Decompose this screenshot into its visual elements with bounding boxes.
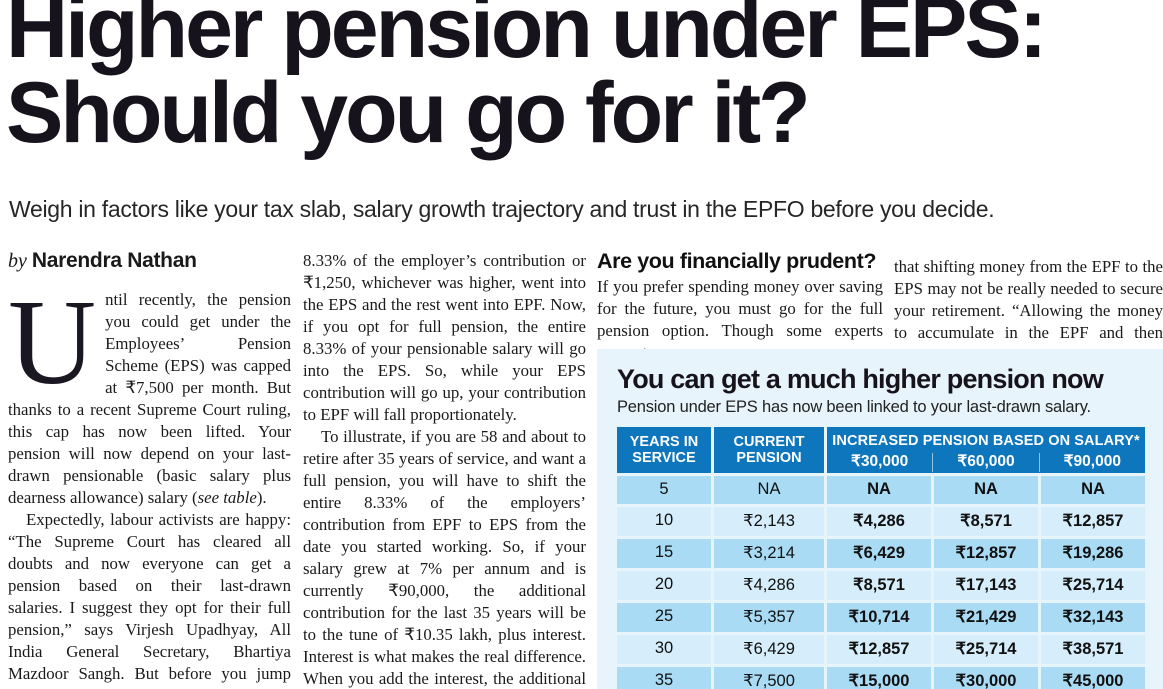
paragraph: To illustrate, if you are 58 and about t…: [303, 426, 586, 689]
table-row: 20 ₹4,286 ₹8,571 ₹17,143 ₹25,714: [617, 571, 1145, 600]
increased-pension-cell: ₹21,429: [934, 603, 1038, 632]
text-column-2: 8.33% of the employer’s contribution or …: [303, 250, 586, 689]
current-pension-cell: ₹7,500: [714, 667, 824, 689]
increased-pension-cell: ₹12,857: [827, 635, 931, 664]
increased-pension-cell: ₹38,571: [1041, 635, 1145, 664]
increased-pension-cell: NA: [1041, 476, 1145, 504]
current-pension-cell: ₹3,214: [714, 539, 824, 568]
header-salary-30000: ₹30,000: [851, 453, 909, 470]
pension-table: YEARS IN SERVICE CURRENT PENSION INCREAS…: [617, 427, 1145, 689]
increased-pension-cell: ₹6,429: [827, 539, 931, 568]
drop-cap: U: [8, 275, 97, 410]
header-salary-90000: ₹90,000: [1038, 453, 1145, 472]
pension-infobox: You can get a much higher pension now Pe…: [597, 349, 1163, 689]
increased-pension-cell: NA: [934, 476, 1038, 504]
increased-pension-cell: ₹30,000: [934, 667, 1038, 689]
increased-pension-cell: ₹15,000: [827, 667, 931, 689]
section-heading: Are you financially prudent?: [597, 249, 877, 273]
article-standfirst: Weigh in factors like your tax slab, sal…: [9, 196, 995, 222]
increased-pension-cell: ₹45,000: [1041, 667, 1145, 689]
increased-pension-cell: ₹8,571: [934, 507, 1038, 536]
years-cell: 15: [617, 539, 711, 568]
current-pension-cell: ₹2,143: [714, 507, 824, 536]
table-row: 30 ₹6,429 ₹12,857 ₹25,714 ₹38,571: [617, 635, 1145, 664]
paragraph-text: ).: [256, 488, 267, 507]
increased-pension-cell: ₹19,286: [1041, 539, 1145, 568]
years-cell: 5: [617, 476, 711, 504]
years-cell: 20: [617, 571, 711, 600]
headline-line-1: Higher pension under EPS:: [6, 0, 1047, 76]
increased-pension-cell: ₹12,857: [934, 539, 1038, 568]
table-row: 35 ₹7,500 ₹15,000 ₹30,000 ₹45,000: [617, 667, 1145, 689]
header-years-in-service: YEARS IN SERVICE: [617, 427, 711, 473]
current-pension-cell: ₹4,286: [714, 571, 824, 600]
header-salary-60000: ₹60,000: [932, 453, 1038, 472]
years-cell: 35: [617, 667, 711, 689]
current-pension-cell: ₹5,357: [714, 603, 824, 632]
byline-author: Narendra Nathan: [31, 250, 197, 272]
increased-pension-cell: ₹10,714: [827, 603, 931, 632]
header-increased-pension-group: INCREASED PENSION BASED ON SALARY* ₹30,0…: [827, 427, 1145, 473]
increased-pension-cell: ₹8,571: [827, 571, 931, 600]
increased-pension-cell: ₹25,714: [934, 635, 1038, 664]
current-pension-cell: ₹6,429: [714, 635, 824, 664]
header-current-pension: CURRENT PENSION: [714, 427, 824, 473]
paragraph-text: ntil recently, the pension you could get…: [8, 290, 291, 507]
increased-pension-cell: ₹4,286: [827, 507, 931, 536]
table-row: 10 ₹2,143 ₹4,286 ₹8,571 ₹12,857: [617, 507, 1145, 536]
header-salary-subrow: ₹30,000 ₹60,000 ₹90,000: [827, 453, 1145, 472]
infobox-subtitle: Pension under EPS has now been linked to…: [617, 398, 1091, 416]
increased-pension-cell: ₹25,714: [1041, 571, 1145, 600]
paragraph-text: To illustrate, if you are 58 and about t…: [303, 427, 586, 688]
header-group-title: INCREASED PENSION BASED ON SALARY*: [832, 433, 1140, 449]
text-column-3: Are you financially prudent? If you pref…: [597, 250, 883, 364]
years-cell: 25: [617, 603, 711, 632]
infobox-title: You can get a much higher pension now: [617, 364, 1104, 394]
byline: by Narendra Nathan: [8, 250, 291, 272]
article-headline: Higher pension under EPS: Should you go …: [6, 0, 1163, 156]
table-row: 15 ₹3,214 ₹6,429 ₹12,857 ₹19,286: [617, 539, 1145, 568]
pension-table-rows: 5 NA NA NA NA 10 ₹2,143 ₹4,286 ₹8,571 ₹12,857 15 ₹3…: [617, 476, 1145, 689]
years-cell: 30: [617, 635, 711, 664]
pension-table-header: YEARS IN SERVICE CURRENT PENSION INCREAS…: [617, 427, 1145, 473]
table-row: 5 NA NA NA NA: [617, 476, 1145, 504]
table-row: 25 ₹5,357 ₹10,714 ₹21,429 ₹32,143: [617, 603, 1145, 632]
years-cell: 10: [617, 507, 711, 536]
current-pension-cell: NA: [714, 476, 824, 504]
paragraph: 8.33% of the employer’s contribution or …: [303, 251, 586, 424]
headline-line-2: Should you go for it?: [6, 65, 811, 161]
increased-pension-cell: ₹32,143: [1041, 603, 1145, 632]
see-table-reference: see table: [197, 488, 257, 507]
increased-pension-cell: ₹17,143: [934, 571, 1038, 600]
increased-pension-cell: NA: [827, 476, 931, 504]
byline-prefix: by: [8, 250, 27, 272]
increased-pension-cell: ₹12,857: [1041, 507, 1145, 536]
paragraph: Expectedly, labour activists are happy: …: [8, 510, 291, 689]
